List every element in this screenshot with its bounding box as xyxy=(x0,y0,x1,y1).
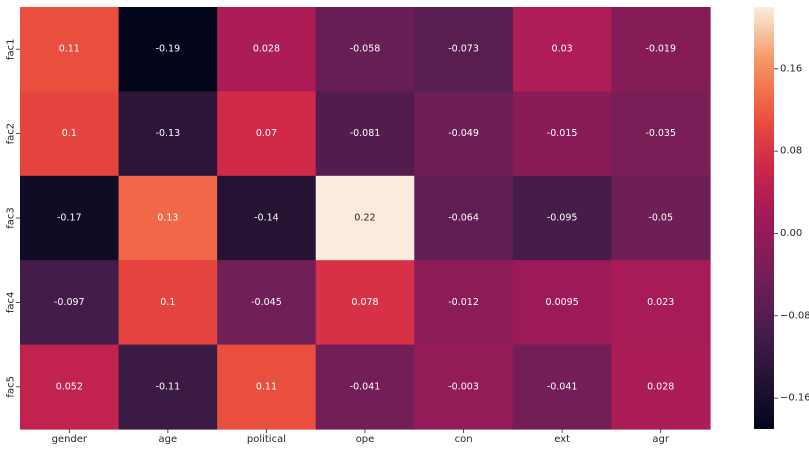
heatmap-cell-fac4-gender xyxy=(20,260,120,346)
cell-annotation: 0.028 xyxy=(253,44,280,55)
colorbar-tick-label: −0.08 xyxy=(780,310,809,321)
cell-annotation: 0.028 xyxy=(647,381,674,392)
cell-annotation: 0.13 xyxy=(157,213,178,224)
heatmap-cell-fac3-ope xyxy=(315,175,415,261)
heatmap-cell-fac4-ope xyxy=(315,260,415,346)
cell-annotation: -0.049 xyxy=(448,128,479,139)
heatmap-cell-fac3-ext xyxy=(512,175,613,261)
y-tick-label-fac1: fac1 xyxy=(6,38,17,60)
heatmap-cell-fac2-con xyxy=(414,91,514,177)
heatmap-cell-fac3-agr xyxy=(611,175,711,261)
heatmap-cell-fac2-gender xyxy=(20,91,120,177)
heatmap-cell-fac5-con xyxy=(414,344,514,430)
heatmap-cell-fac3-age xyxy=(118,175,218,261)
cell-annotations: 0.11 -0.19 0.028 -0.058 -0.073 0.03 -0.019 0.1 -… xyxy=(54,44,676,393)
heatmap-cell-fac4-ext xyxy=(512,260,613,346)
cell-annotation: -0.012 xyxy=(448,297,479,308)
y-axis: fac1 fac2 fac3 fac4 fac5 xyxy=(6,38,20,398)
cell-annotation: -0.015 xyxy=(547,128,578,139)
heatmap-cell-fac1-agr xyxy=(611,7,711,92)
cell-annotation: 0.03 xyxy=(552,44,573,55)
cell-annotation: -0.095 xyxy=(547,213,578,224)
colorbar-tick-label: 0.16 xyxy=(780,63,802,74)
heatmap-cell-fac5-ope xyxy=(315,344,415,430)
heatmap-cell-fac5-age xyxy=(118,344,218,430)
heatmap-cell-fac1-political xyxy=(217,7,317,92)
heatmap-cell-fac1-con xyxy=(414,7,514,92)
cell-annotation: -0.003 xyxy=(448,381,479,392)
heatmap-cell-fac3-gender xyxy=(20,175,120,261)
cell-annotation: -0.19 xyxy=(156,44,181,55)
cell-annotation: -0.041 xyxy=(350,381,381,392)
heatmap-cell-fac4-age xyxy=(118,260,218,346)
cell-annotation: -0.13 xyxy=(156,128,181,139)
heatmap-cell-fac2-ope xyxy=(315,91,415,177)
cell-annotation: 0.0095 xyxy=(546,297,579,308)
cell-annotation: -0.064 xyxy=(448,213,479,224)
cell-annotation: 0.078 xyxy=(351,297,378,308)
cell-annotation: -0.17 xyxy=(57,213,82,224)
colorbar: 0.16 0.08 0.00 −0.08 −0.16 xyxy=(754,7,809,429)
colorbar-tick-label: 0.00 xyxy=(780,228,802,239)
colorbar-tick-label: −0.16 xyxy=(780,393,809,404)
x-tick-label-political: political xyxy=(247,434,286,445)
cell-annotation: -0.11 xyxy=(156,381,181,392)
cell-annotation: 0.11 xyxy=(59,44,80,55)
cell-annotation: 0.22 xyxy=(354,213,375,224)
y-tick-label-fac5: fac5 xyxy=(6,376,17,398)
heatmap-cell-fac2-political xyxy=(217,91,317,177)
y-tick-label-fac3: fac3 xyxy=(6,207,17,229)
heatmap-cell-fac2-ext xyxy=(512,91,613,177)
heatmap-cell-fac1-ope xyxy=(315,7,415,92)
x-tick-label-agr: agr xyxy=(652,434,669,445)
heatmap-cell-fac4-agr xyxy=(611,260,711,346)
cell-annotation: -0.14 xyxy=(254,213,279,224)
colorbar-tick-label: 0.08 xyxy=(780,146,802,157)
heatmap-cell-fac3-political xyxy=(217,175,317,261)
heatmap-cell-fac4-con xyxy=(414,260,514,346)
heatmap-cell-fac5-political xyxy=(217,344,317,430)
cell-annotation: -0.073 xyxy=(448,44,479,55)
cell-annotation: 0.023 xyxy=(647,297,674,308)
y-tick-label-fac4: fac4 xyxy=(6,292,17,314)
colorbar-gradient xyxy=(754,7,774,429)
heatmap-cell-fac5-ext xyxy=(512,344,613,430)
heatmap-cell-fac3-con xyxy=(414,175,514,261)
x-axis: gender age political ope con ext agr xyxy=(52,429,670,445)
cell-annotation: 0.1 xyxy=(62,128,77,139)
x-tick-label-gender: gender xyxy=(52,434,88,445)
cell-annotation: -0.045 xyxy=(251,297,282,308)
cell-annotation: 0.1 xyxy=(160,297,175,308)
heatmap-cell-fac1-ext xyxy=(512,7,613,92)
cell-annotation: -0.019 xyxy=(645,44,676,55)
x-tick-label-age: age xyxy=(159,434,178,445)
x-tick-label-ext: ext xyxy=(554,434,570,445)
heatmap-cell-fac5-agr xyxy=(611,344,711,430)
cell-annotation: -0.035 xyxy=(645,128,676,139)
cell-annotation: 0.052 xyxy=(56,381,83,392)
heatmap-cell-fac4-political xyxy=(217,260,317,346)
heatmap-cells xyxy=(20,7,711,430)
x-tick-label-con: con xyxy=(455,434,473,445)
cell-annotation: 0.11 xyxy=(256,381,277,392)
heatmap-cell-fac2-agr xyxy=(611,91,711,177)
heatmap-cell-fac1-age xyxy=(118,7,218,92)
heatmap-cell-fac5-gender xyxy=(20,344,120,430)
cell-annotation: 0.07 xyxy=(256,128,277,139)
cell-annotation: -0.041 xyxy=(547,381,578,392)
cell-annotation: -0.097 xyxy=(54,297,85,308)
y-tick-label-fac2: fac2 xyxy=(6,123,17,145)
cell-annotation: -0.05 xyxy=(648,213,673,224)
x-tick-label-ope: ope xyxy=(356,434,375,445)
cell-annotation: -0.058 xyxy=(350,44,381,55)
heatmap-cell-fac2-age xyxy=(118,91,218,177)
cell-annotation: -0.081 xyxy=(350,128,381,139)
heatmap-cell-fac1-gender xyxy=(20,7,120,92)
